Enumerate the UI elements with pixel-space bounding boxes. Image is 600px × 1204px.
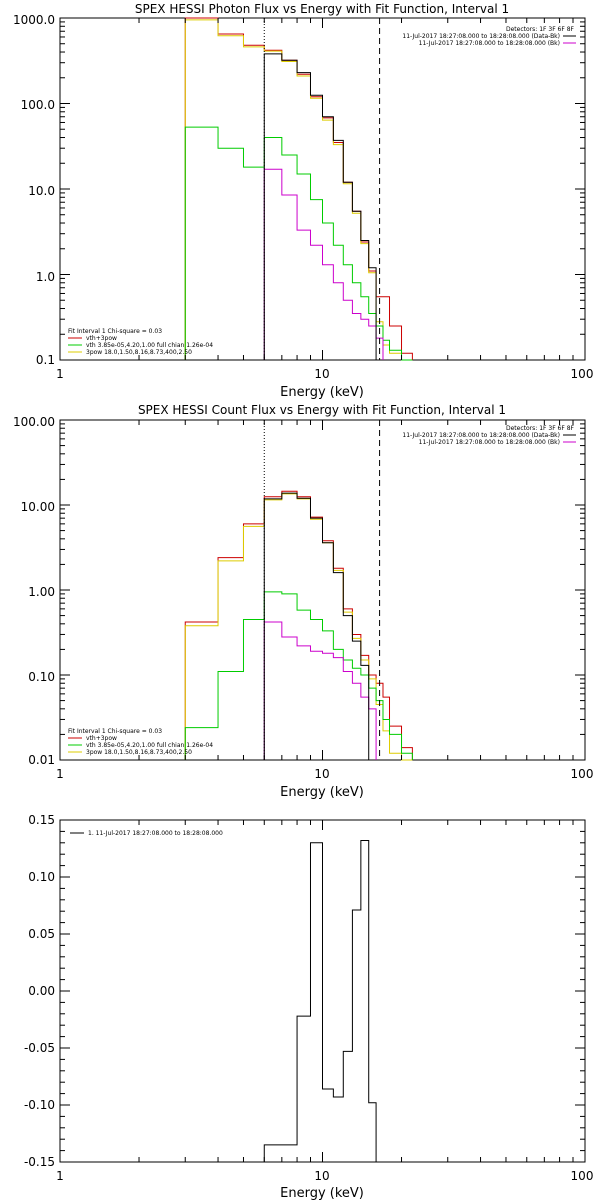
photon-flux-ytick-label-4: 1000.0 [13, 13, 55, 27]
photon-flux-ytick-label-1: 1.0 [36, 270, 55, 284]
residuals-ytick-label-6: 0.15 [28, 813, 55, 827]
count-flux-legend-vth: vth 3.85e-05,4.20,1.00 full chian 1.26e-… [86, 742, 213, 749]
count-flux-frame [59, 419, 586, 761]
photon-flux-xtick-label-1: 10 [314, 367, 329, 381]
count-flux-series-data [263, 492, 370, 760]
count-flux-ytick-label-0: 0.01 [28, 753, 55, 767]
count-flux-legend-data: 11-Jul-2017 18:27:08.000 to 18:28:08.000… [402, 432, 560, 439]
residuals-ytick-label-2: -0.05 [24, 1041, 55, 1055]
count-flux-xtick-label-1: 10 [314, 767, 329, 781]
photon-flux-fit-info: Fit Interval 1 Chi-square = 0.03 [68, 328, 162, 335]
photon-flux-xtick-label-0: 1 [56, 367, 64, 381]
count-flux-ytick-label-4: 100.00 [13, 415, 55, 429]
residuals-xlabel: Energy (keV) [280, 1186, 364, 1200]
residuals-ytick-label-0: -0.15 [24, 1155, 55, 1169]
photon-flux-legend-data: 11-Jul-2017 18:27:08.000 to 18:28:08.000… [402, 33, 560, 40]
residuals-xtick-label-2: 100 [571, 1169, 594, 1183]
photon-flux-ytick-label-0: 0.1 [36, 353, 55, 367]
photon-flux-ytick-label-2: 10.0 [28, 184, 55, 198]
count-flux-detectors: Detectors: 1F 3F 6F 8F [506, 425, 575, 432]
photon-flux-legend-pow: 3pow 18.0,1.50,8.16,8.73,400,2.50 [86, 349, 192, 356]
residuals-ytick-label-1: -0.10 [24, 1098, 55, 1112]
count-flux-legend-pow: 3pow 18.0,1.50,8.16,8.73,400,2.50 [86, 749, 192, 756]
photon-flux-frame [59, 17, 586, 361]
photon-flux-title: SPEX HESSI Photon Flux vs Energy with Fi… [135, 2, 509, 16]
count-flux-series-bk [263, 621, 377, 760]
photon-flux-legend-vth: vth 3.85e-05,4.20,1.00 full chian 1.26e-… [86, 342, 213, 349]
residuals-xtick-label-1: 10 [314, 1169, 329, 1183]
photon-flux-series-pow [184, 19, 413, 361]
count-flux-panel: SPEX HESSI Count Flux vs Energy with Fit… [13, 403, 593, 800]
photon-flux-xtick-label-2: 100 [571, 367, 594, 381]
photon-flux-series-data [263, 53, 377, 360]
photon-flux-detectors: Detectors: 1F 3F 6F 8F [506, 26, 575, 33]
count-flux-legend-total: vth+3pow [86, 735, 117, 742]
photon-flux-panel: SPEX HESSI Photon Flux vs Energy with Fi… [13, 2, 593, 400]
photon-flux-legend-total: vth+3pow [86, 335, 117, 342]
count-flux-xlabel: Energy (keV) [280, 785, 364, 800]
residuals-panel: -0.15 -0.10 -0.05 0.00 0.05 0.10 0.15 1 … [24, 813, 594, 1201]
photon-flux-xlabel: Energy (keV) [280, 385, 364, 400]
photon-flux-legend-bk: 11-Jul-2017 18:27:08.000 to 18:28:08.000… [419, 40, 560, 47]
residuals-ytick-label-5: 0.10 [28, 870, 55, 884]
photon-flux-series-bk [263, 168, 384, 360]
count-flux-fit-info: Fit Interval 1 Chi-square = 0.03 [68, 728, 162, 735]
residuals-series-data [263, 840, 383, 1163]
count-flux-ytick-label-1: 0.10 [28, 670, 55, 684]
count-flux-legend-bk: 11-Jul-2017 18:27:08.000 to 18:28:08.000… [419, 439, 560, 446]
count-flux-xtick-label-0: 1 [56, 767, 64, 781]
count-flux-series-vth [184, 591, 413, 760]
photon-flux-ytick-label-3: 100.0 [21, 98, 55, 112]
photon-flux-series-total [184, 17, 413, 360]
residuals-ytick-label-3: 0.00 [28, 984, 55, 998]
count-flux-series-pow [184, 493, 413, 761]
count-flux-xtick-label-2: 100 [571, 767, 594, 781]
count-flux-ytick-label-2: 1.00 [28, 585, 55, 599]
count-flux-ytick-label-3: 10.00 [21, 500, 55, 514]
count-flux-title: SPEX HESSI Count Flux vs Energy with Fit… [138, 403, 506, 417]
photon-flux-series-vth [184, 126, 413, 361]
residuals-xtick-label-0: 1 [56, 1169, 64, 1183]
residuals-legend: 1. 11-Jul-2017 18:27:08.000 to 18:28:08.… [88, 830, 223, 837]
count-flux-series-total [184, 490, 413, 760]
residuals-ytick-label-4: 0.05 [28, 927, 55, 941]
